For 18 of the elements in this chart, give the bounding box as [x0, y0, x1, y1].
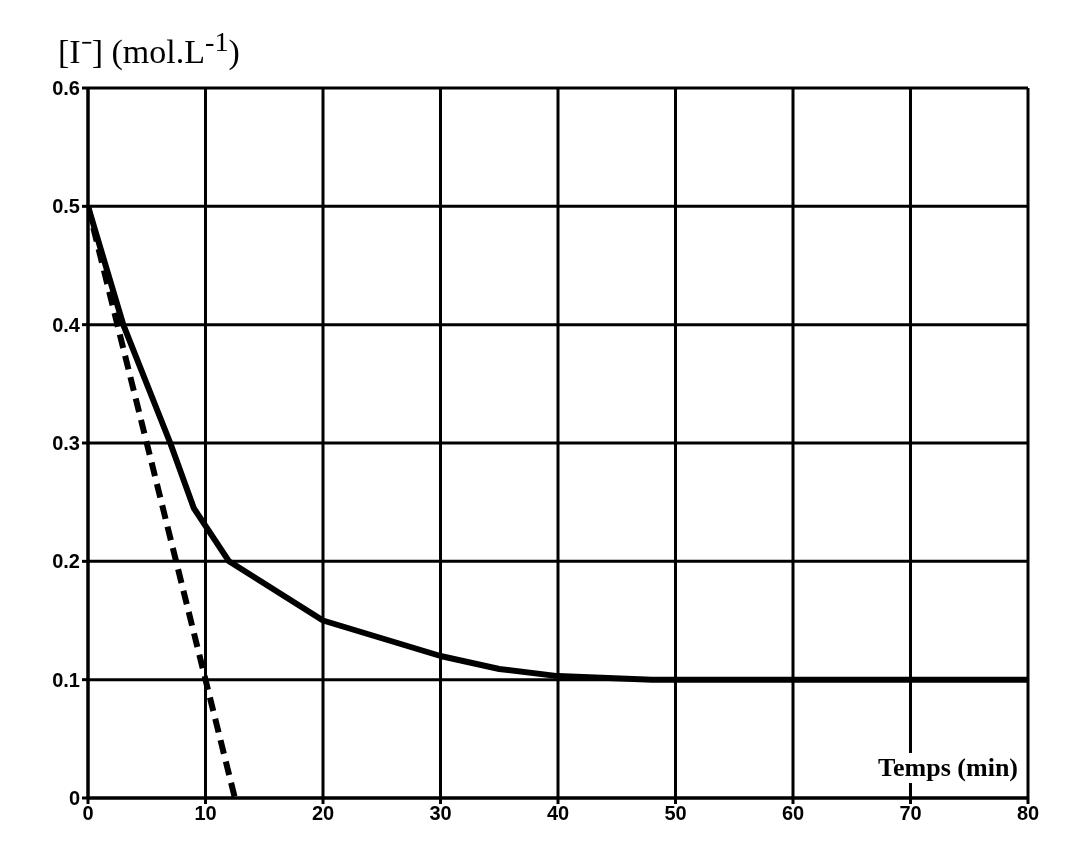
- y-tick-label: 0.4: [52, 313, 81, 336]
- x-tick-label: 50: [664, 802, 687, 825]
- x-tick-label: 0: [82, 802, 94, 825]
- x-tick-label: 80: [1016, 802, 1040, 825]
- x-tick-label: 40: [546, 802, 570, 825]
- y-tick-label: 0: [68, 787, 80, 810]
- x-tick-label: 70: [899, 802, 922, 825]
- y-tick-label: 0.5: [52, 195, 80, 218]
- x-tick-label: 20: [311, 802, 335, 825]
- x-tick-label: 10: [194, 802, 217, 825]
- y-axis-title: [I⁻] (mol.L$^{-1}$): [58, 26, 240, 73]
- x-tick-label: 30: [429, 802, 452, 825]
- y-tick-label: 0.1: [52, 668, 80, 691]
- x-axis-title: Temps (min): [878, 753, 1018, 783]
- x-tick-label: 60: [781, 802, 805, 825]
- y-tick-label: 0.6: [52, 77, 80, 100]
- y-tick-label: 0.3: [52, 432, 80, 455]
- y-tick-label: 0.2: [52, 550, 80, 573]
